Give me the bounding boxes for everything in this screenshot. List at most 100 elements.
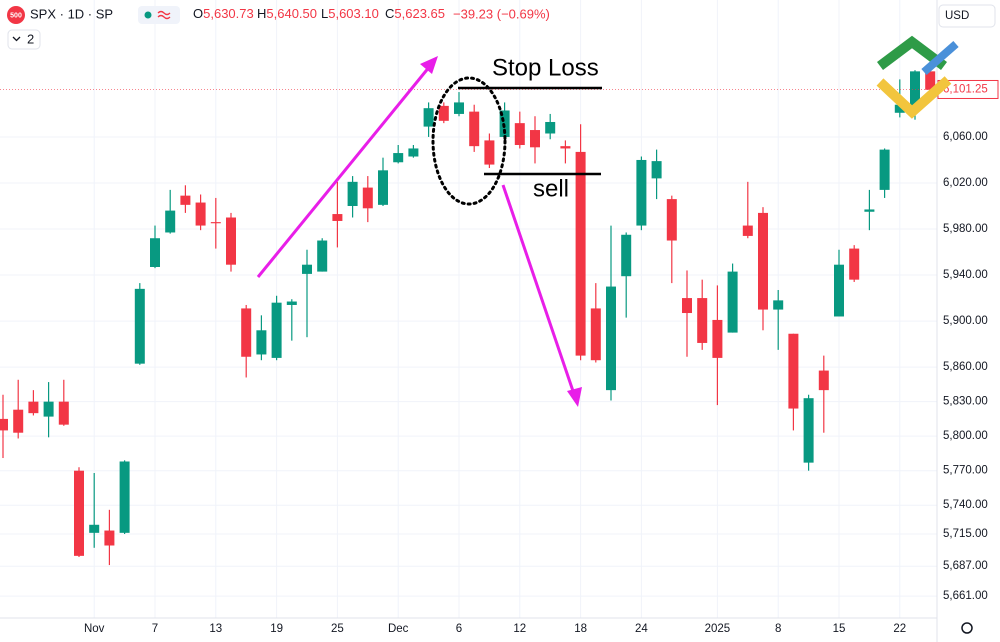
candle-body — [393, 153, 404, 163]
ohlc-value: 5,630.73 — [203, 6, 254, 21]
candle-body — [484, 140, 495, 165]
candle-body — [104, 530, 115, 546]
x-tick-label: 13 — [209, 623, 222, 635]
candle-body — [879, 149, 890, 190]
y-tick-label: 5,770.00 — [943, 465, 988, 477]
y-tick-label: 5,740.00 — [943, 499, 988, 511]
candle-body — [758, 212, 768, 310]
indicator-toggle[interactable] — [7, 29, 41, 50]
y-tick-label: 5,830.00 — [943, 396, 988, 408]
x-tick-label: 6 — [456, 623, 462, 635]
candle-body — [150, 238, 160, 267]
y-tick-label: 5,687.00 — [943, 560, 988, 572]
candle-body — [742, 225, 753, 236]
candle-body — [13, 409, 24, 433]
candle-body — [788, 333, 799, 409]
x-tick-label: 12 — [513, 623, 526, 635]
axes: 6,060.00 6,020.00 5,980.00 5,940.00 5,900.00… — [84, 79, 999, 635]
candle-body — [514, 123, 525, 146]
y-tick-label: 5,860.00 — [943, 361, 988, 373]
x-tick-label: 2025 — [705, 623, 731, 635]
x-tick-label: Dec — [388, 623, 409, 635]
candle-body — [347, 181, 358, 206]
drawings: Stop Loss sell — [256, 54, 602, 407]
candle-body — [134, 288, 145, 364]
candle-body — [545, 121, 556, 134]
candle-body — [438, 105, 449, 121]
x-tick-label: 24 — [635, 623, 648, 635]
candle-body — [378, 170, 388, 205]
svg-text:H5,640.50: H5,640.50 — [257, 6, 317, 21]
highlight-ellipse — [431, 76, 507, 206]
symbol[interactable]: SPX · 1D · SP — [30, 6, 113, 21]
currency-button[interactable] — [938, 4, 996, 28]
candle-body — [195, 202, 206, 226]
logo-yellow — [876, 76, 952, 119]
x-tick-label: 25 — [331, 623, 344, 635]
indicator-count: 2 — [27, 31, 34, 46]
x-tick-label: 19 — [270, 623, 283, 635]
candle-body — [894, 104, 905, 113]
candle-body — [560, 146, 571, 149]
x-tick-label: 7 — [152, 623, 158, 635]
candle-body — [332, 214, 343, 221]
svg-text:O5,630.73: O5,630.73 — [193, 6, 254, 21]
candle-body — [119, 461, 130, 533]
candle-body — [834, 264, 844, 317]
logo — [876, 35, 959, 119]
candle-body — [682, 298, 692, 314]
arrow-head — [420, 56, 438, 74]
candle-body — [89, 524, 100, 533]
candle-body — [651, 161, 662, 179]
candle-body — [317, 240, 328, 272]
ohlc-value: 5,623.65 — [394, 6, 445, 21]
status-dot — [144, 11, 152, 19]
symbol-badge — [7, 6, 25, 24]
x-tick-label: Nov — [84, 623, 105, 635]
candle-body — [210, 222, 221, 224]
status-pill[interactable] — [138, 6, 180, 24]
candle-body — [469, 111, 480, 147]
candle-body — [180, 195, 191, 205]
x-tick-label: 18 — [574, 623, 587, 635]
candle-body — [712, 319, 723, 358]
candle-body — [621, 234, 632, 277]
candle-body — [362, 187, 373, 209]
chevron — [12, 36, 21, 42]
last-price-label: 6,101.25 — [943, 84, 988, 96]
candle-body — [530, 130, 540, 148]
x-tick-label: 15 — [833, 623, 846, 635]
ohlc-label: C — [385, 6, 394, 21]
candle-body — [226, 217, 236, 265]
arrow-head — [567, 387, 582, 407]
status-icon — [157, 10, 171, 20]
candle-body — [666, 199, 677, 241]
x-tick-label: 8 — [775, 623, 781, 635]
y-tick-label: 5,800.00 — [943, 430, 988, 442]
svg-text:L5,603.10: L5,603.10 — [321, 6, 379, 21]
arrow-up — [256, 65, 432, 278]
change: −39.23 (−0.69%) — [453, 6, 550, 21]
candle-body — [43, 401, 54, 417]
plot-area — [0, 70, 937, 566]
candle-body — [925, 71, 936, 90]
candle-body — [606, 286, 616, 391]
logo-blue — [921, 40, 959, 76]
settings-icon[interactable] — [961, 622, 973, 634]
annotation: sell — [533, 175, 569, 202]
candle-body — [165, 210, 176, 233]
ohlc-value: 5,640.50 — [266, 6, 317, 21]
candle-body — [423, 108, 434, 127]
candle-body — [408, 148, 419, 157]
candle-body — [74, 470, 84, 556]
ohlc-label: H — [257, 6, 266, 21]
svg-text:C5,623.65: C5,623.65 — [385, 6, 445, 21]
candle-body — [849, 248, 860, 280]
candle-body — [697, 298, 708, 343]
candle-body — [818, 370, 829, 391]
header: 500 SPX · 1D · SP O5,630.73 H5,640.50 L5… — [7, 4, 996, 634]
candle-body — [28, 401, 39, 414]
y-tick-label: 6,060.00 — [943, 131, 988, 143]
candle-body — [454, 102, 464, 114]
